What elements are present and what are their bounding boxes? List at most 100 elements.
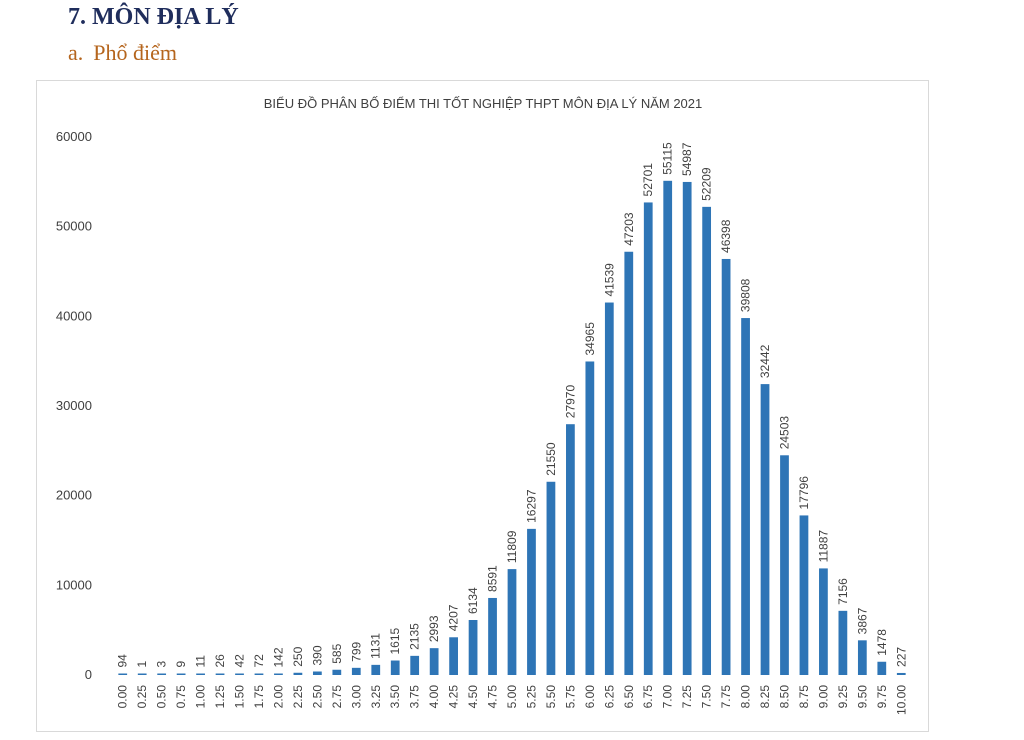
x-tick-label: 3.50 [388,685,402,709]
data-label: 1 [135,661,149,668]
data-label: 9 [174,661,188,668]
data-label: 34965 [583,322,597,356]
bar [857,640,867,675]
x-tick-label: 6.50 [622,685,636,709]
data-label: 1615 [388,627,402,654]
data-label: 1131 [369,633,383,659]
data-label: 54987 [680,142,694,176]
x-tick-label: 5.25 [524,685,538,709]
data-label: 3 [155,661,169,668]
x-tick-label: 9.00 [816,685,830,709]
data-label: 4207 [447,604,461,631]
bar [332,669,342,675]
x-tick-label: 1.25 [213,685,227,709]
y-tick-label: 30000 [56,398,92,413]
data-label: 16297 [524,489,538,523]
subsection-title: Phổ điểm [93,40,177,65]
x-tick-label: 1.50 [233,685,247,709]
bar [643,202,653,675]
section-number: 7. [68,4,86,30]
bar [741,318,750,675]
x-tick-label: 3.75 [408,685,422,709]
x-tick-label: 4.75 [486,685,500,709]
chart-frame: BIỂU ĐỒ PHÂN BỐ ĐIỂM THI TỐT NGHIỆP THPT… [36,80,929,732]
x-tick-label: 0.50 [155,685,169,709]
bar [312,671,322,675]
data-label: 52209 [700,167,714,201]
data-label: 46398 [719,219,733,253]
x-tick-label: 1.00 [194,685,208,709]
bar [390,660,400,675]
data-label: 6134 [466,587,480,614]
x-tick-label: 7.00 [661,685,675,709]
x-tick-label: 0.25 [135,685,149,709]
data-label: 52701 [641,163,655,197]
bar [176,673,186,675]
data-label: 47203 [622,212,636,246]
bar [274,673,283,675]
bar [721,258,731,675]
data-label: 94 [116,654,130,668]
x-tick-label: 5.75 [563,685,577,709]
data-label: 11 [194,655,208,668]
data-label: 8591 [486,565,500,592]
x-tick-label: 8.25 [758,685,772,709]
x-tick-label: 7.75 [719,685,733,709]
bar [196,673,205,675]
x-tick-label: 1.75 [252,685,266,709]
bar [604,302,614,675]
bar [157,673,167,675]
bar [663,180,673,675]
data-label: 24503 [777,416,791,450]
x-tick-label: 9.50 [855,685,869,709]
bar [682,181,692,675]
y-tick-label: 50000 [56,219,92,234]
data-label: 39808 [739,278,753,312]
bar [215,673,225,675]
bar [546,481,556,675]
data-label: 11809 [505,530,519,563]
bar [877,661,887,675]
bar [819,568,828,675]
y-tick-label: 60000 [56,129,92,144]
bar [838,610,848,675]
bar [566,424,575,675]
bar [371,664,381,675]
bar-chart: BIỂU ĐỒ PHÂN BỐ ĐIỂM THI TỐT NGHIỆP THPT… [56,96,909,715]
bar [429,648,439,675]
x-tick-label: 2.75 [330,685,344,709]
data-label: 55115 [661,142,675,175]
data-label: 11887 [816,530,830,563]
bar [507,569,517,675]
x-tick-label: 6.00 [583,685,597,709]
bar [410,655,420,675]
data-label: 17796 [797,476,811,510]
data-label: 72 [252,654,266,668]
data-label: 32442 [758,344,772,378]
data-label: 2993 [427,615,441,642]
subsection-letter: a. [68,40,84,65]
x-tick-label: 3.25 [369,685,383,709]
x-axis: 0.00 0.25 0.50 0.75 1.00 1.25 1.50 1.75 2.00 2.25… [116,685,909,715]
data-label: 27970 [563,385,577,419]
bar [624,251,634,675]
data-label: 21550 [544,442,558,476]
bar [351,667,361,675]
bar [235,673,244,675]
x-tick-label: 7.50 [700,685,714,709]
data-label: 3867 [855,607,869,634]
data-label: 390 [310,645,324,665]
bar [293,672,303,675]
bar [118,673,128,675]
data-label: 142 [271,647,285,667]
section-heading: 7. MÔN ĐỊA LÝ [68,4,239,31]
x-tick-label: 2.50 [310,685,324,709]
bar [449,637,458,675]
x-tick-label: 2.00 [271,685,285,709]
subsection-heading: a. Phổ điểm [68,40,177,66]
data-label: 799 [349,641,363,661]
data-label: 41539 [602,263,616,297]
bar [468,619,478,675]
x-tick-label: 6.25 [602,685,616,709]
bar [896,672,906,675]
